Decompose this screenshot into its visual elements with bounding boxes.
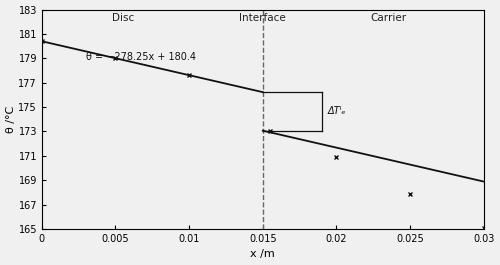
Text: Carrier: Carrier — [370, 13, 406, 23]
Text: θ = −278.25x + 180.4: θ = −278.25x + 180.4 — [86, 52, 196, 62]
X-axis label: x /m: x /m — [250, 249, 275, 259]
Text: Interface: Interface — [240, 13, 286, 23]
Y-axis label: θ /°C: θ /°C — [6, 106, 16, 133]
Text: ΔTᴵₑ: ΔTᴵₑ — [328, 107, 346, 117]
Text: Disc: Disc — [112, 13, 134, 23]
